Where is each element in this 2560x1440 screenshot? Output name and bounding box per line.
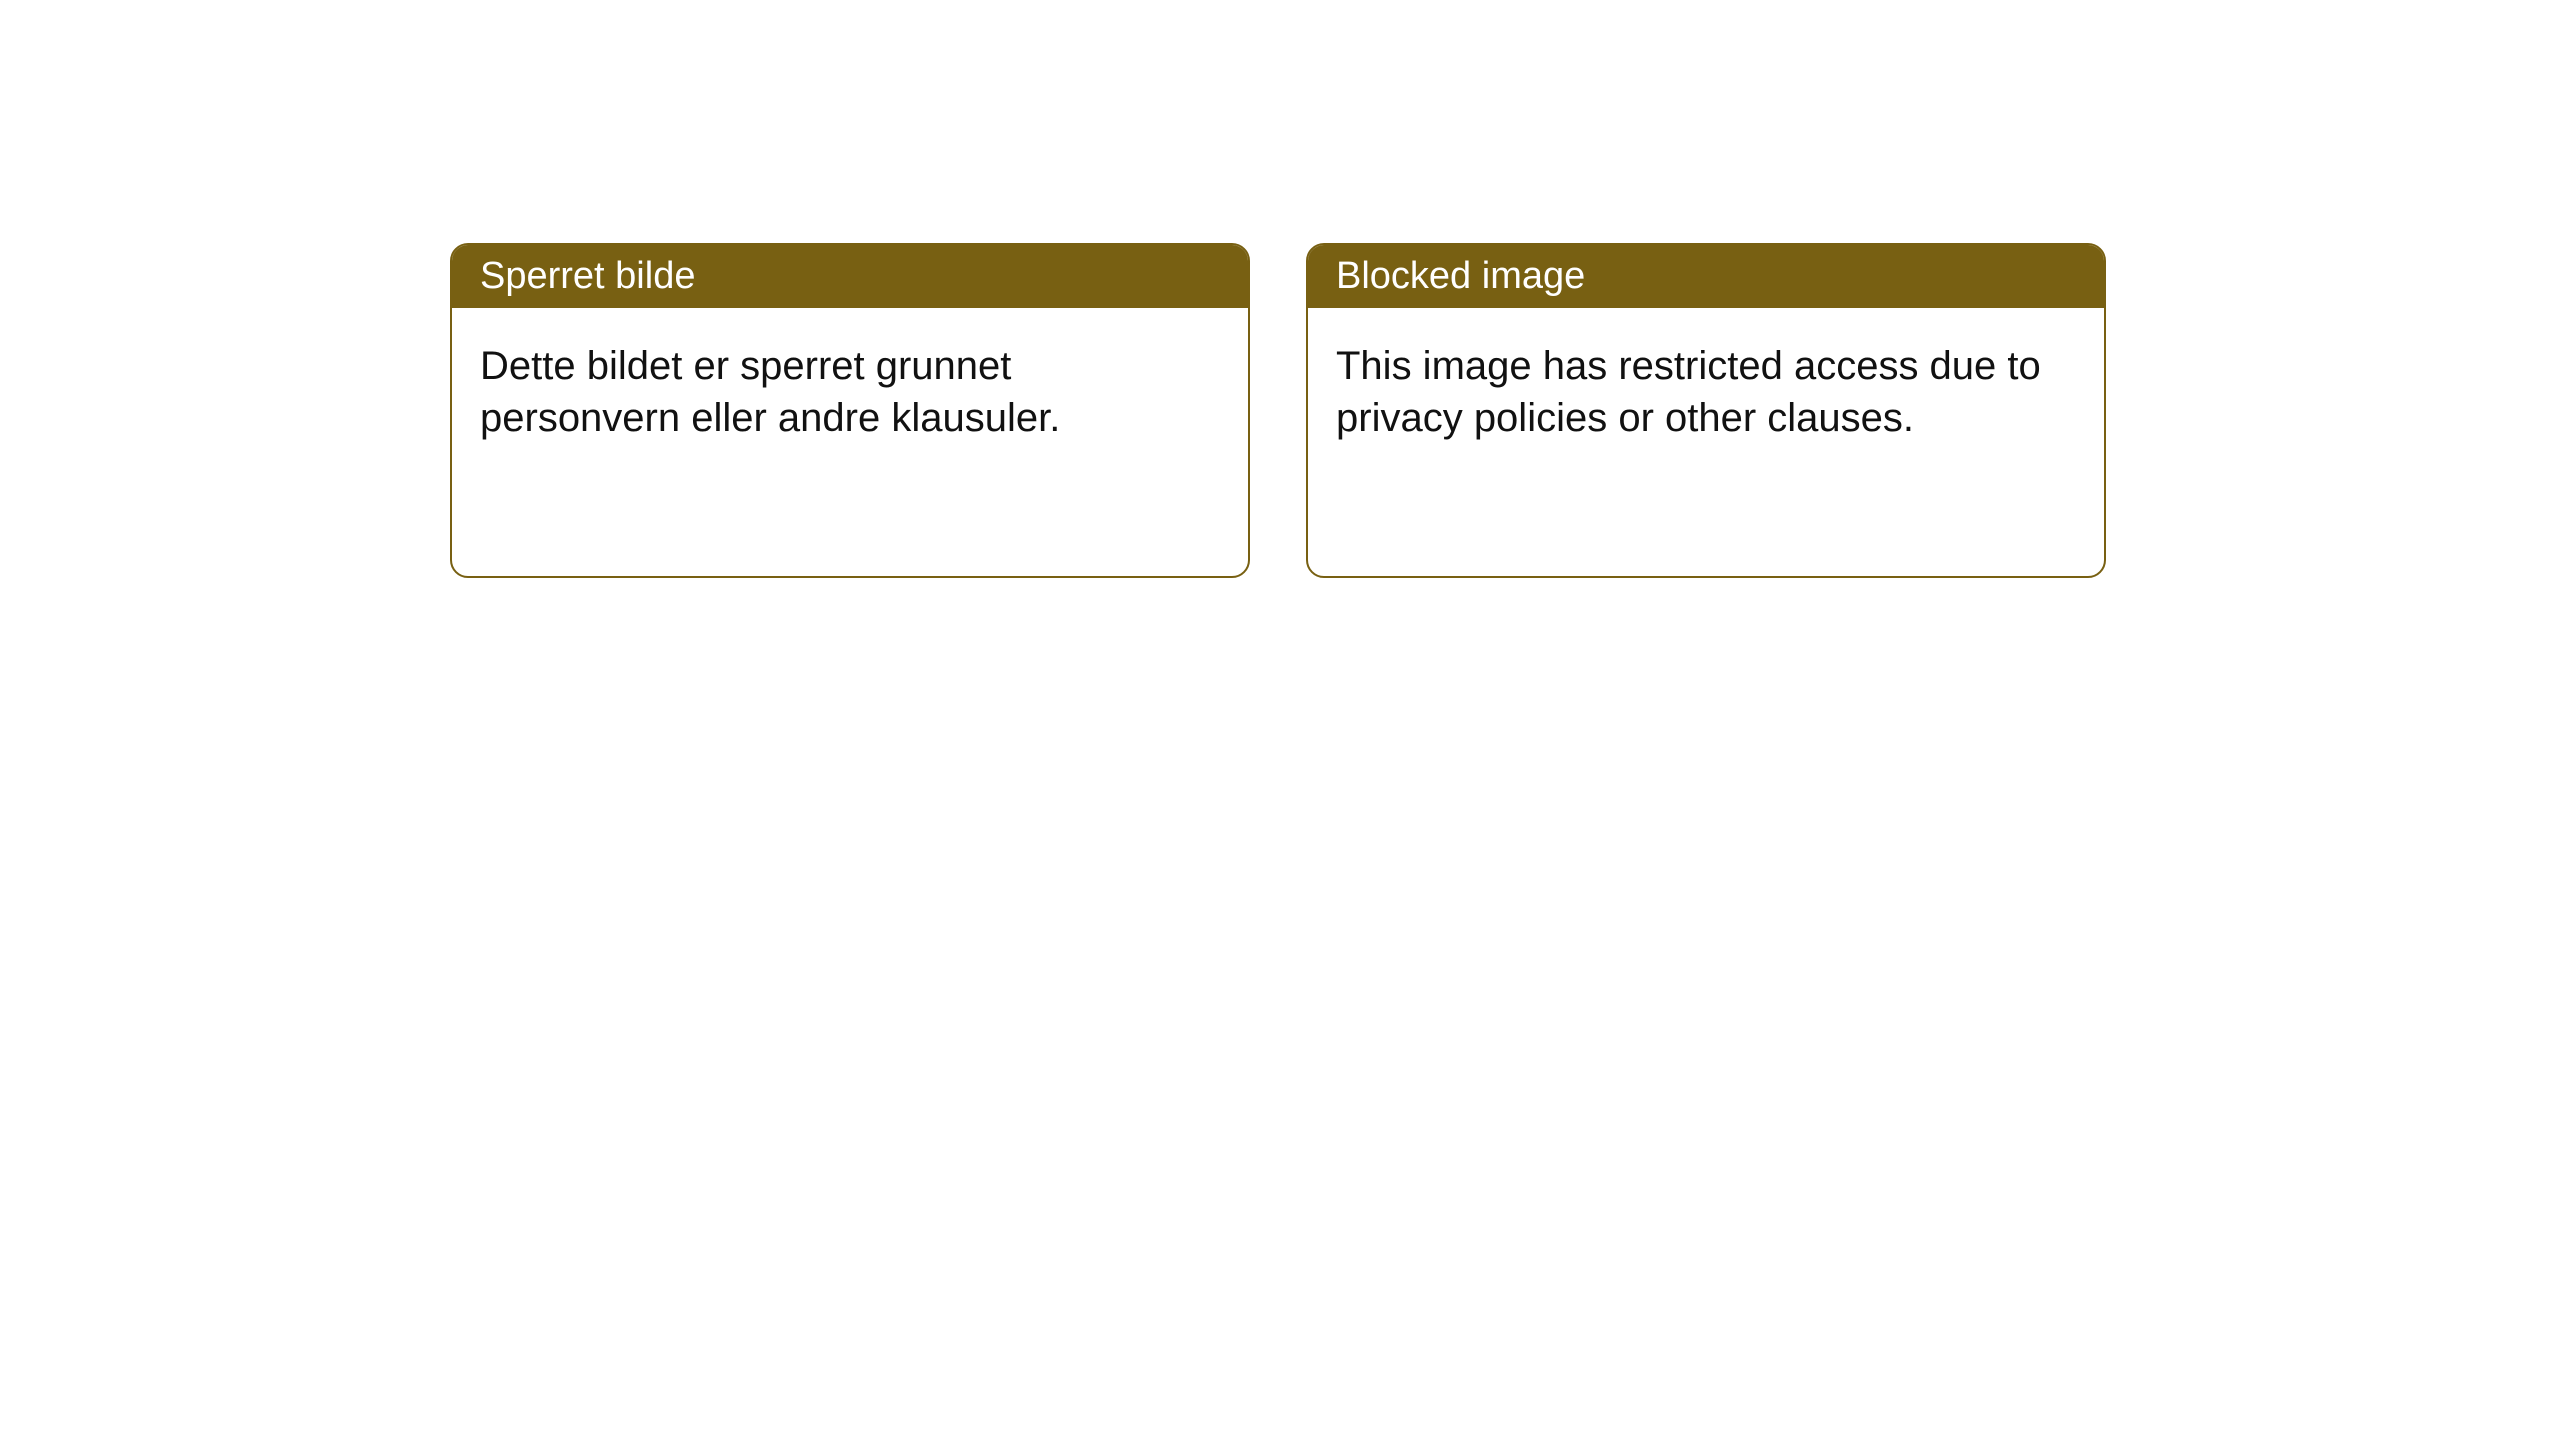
card-body: Dette bildet er sperret grunnet personve… [452, 308, 1248, 476]
notice-cards-container: Sperret bilde Dette bildet er sperret gr… [450, 243, 2106, 578]
card-message: Dette bildet er sperret grunnet personve… [480, 344, 1060, 440]
card-header: Sperret bilde [452, 245, 1248, 308]
notice-card-english: Blocked image This image has restricted … [1306, 243, 2106, 578]
notice-card-norwegian: Sperret bilde Dette bildet er sperret gr… [450, 243, 1250, 578]
card-message: This image has restricted access due to … [1336, 344, 2041, 440]
card-title: Sperret bilde [480, 255, 695, 297]
card-body: This image has restricted access due to … [1308, 308, 2104, 476]
card-title: Blocked image [1336, 255, 1585, 297]
card-header: Blocked image [1308, 245, 2104, 308]
